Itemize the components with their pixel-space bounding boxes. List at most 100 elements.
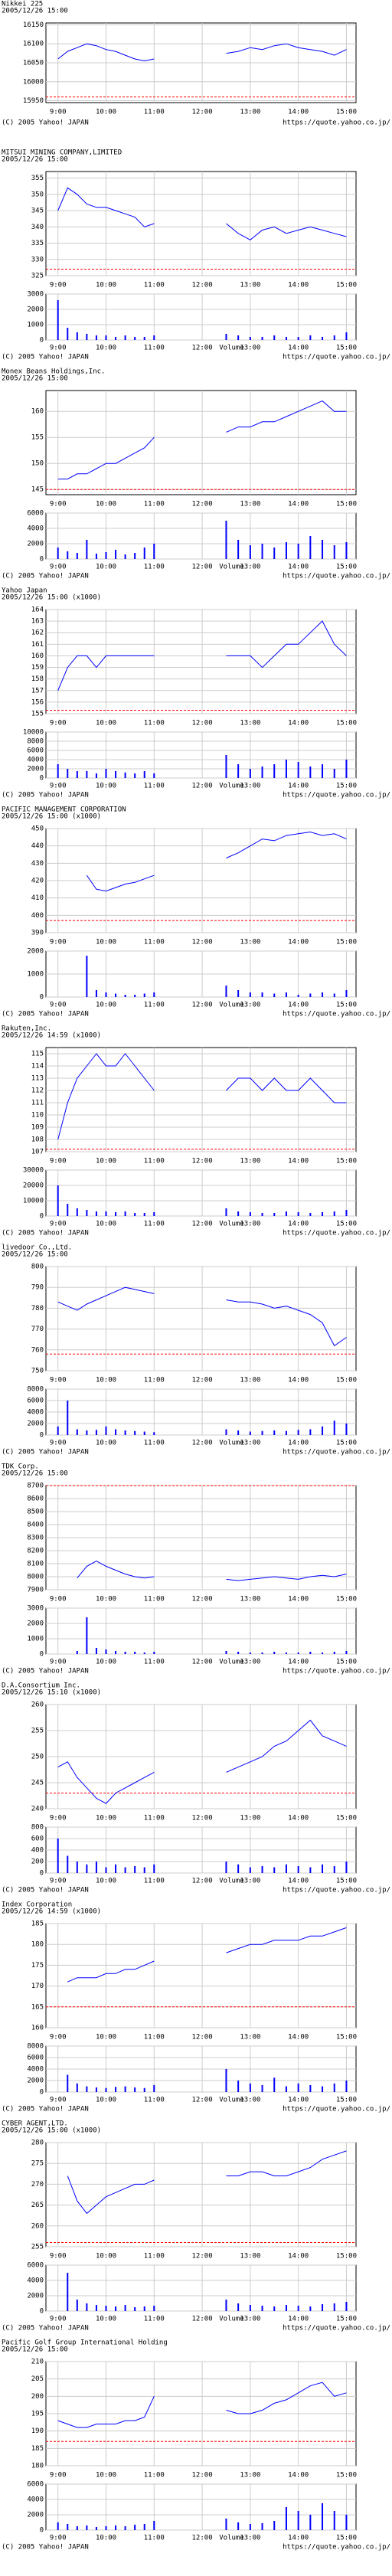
y-tick-label: 205 bbox=[31, 2375, 44, 2383]
y-tick-label: 240 bbox=[31, 1806, 44, 1813]
volume-bar bbox=[124, 995, 126, 997]
x-tick-label: 14:00 bbox=[288, 564, 309, 571]
x-tick-label: 14:00 bbox=[288, 2316, 309, 2323]
volume-bar bbox=[95, 1862, 97, 1873]
chart-subtitle: 2005/12/26 14:59 (x1000) bbox=[2, 1908, 101, 1916]
volume-bar bbox=[153, 2306, 155, 2311]
volume-bar bbox=[273, 2521, 276, 2530]
volume-bar bbox=[115, 550, 117, 559]
x-tick-label: 11:00 bbox=[144, 2535, 165, 2542]
volume-bar bbox=[86, 1210, 88, 1216]
volume-bar bbox=[297, 337, 299, 340]
y-tick-label: 335 bbox=[31, 240, 44, 247]
y-tick-label: 8400 bbox=[27, 1522, 44, 1529]
chart-subtitle: 2005/12/26 15:00 bbox=[2, 1470, 68, 1478]
volume-bar bbox=[143, 2306, 145, 2311]
x-tick-label: 11:00 bbox=[144, 720, 165, 727]
volume-bar bbox=[322, 1652, 324, 1654]
x-tick-label: 14:00 bbox=[288, 282, 309, 289]
y-tick-label: 10000 bbox=[23, 729, 44, 737]
volume-bar bbox=[143, 2524, 145, 2530]
y-tick-label: 6000 bbox=[27, 2055, 44, 2062]
y-tick-label: 4000 bbox=[27, 2066, 44, 2074]
x-tick-label: 11:00 bbox=[144, 1221, 165, 1228]
volume-bar bbox=[105, 2306, 107, 2311]
y-tick-label: 260 bbox=[31, 1702, 44, 1709]
volume-bar bbox=[345, 332, 348, 340]
copyright: (C) 2005 Yahoo! JAPAN bbox=[2, 1449, 89, 1456]
copyright: (C) 2005 Yahoo! JAPAN bbox=[2, 573, 89, 580]
plot-frame bbox=[45, 1266, 357, 1371]
volume-bar bbox=[115, 1429, 117, 1435]
y-tick-label: 780 bbox=[31, 1305, 44, 1313]
y-tick-label: 6000 bbox=[27, 747, 44, 755]
volume-bar bbox=[95, 990, 97, 997]
x-tick-label: 13:00 bbox=[240, 109, 260, 116]
volume-bar bbox=[322, 992, 324, 997]
volume-bar bbox=[57, 1185, 59, 1216]
volume-bar bbox=[273, 1867, 276, 1873]
y-tick-label: 107 bbox=[31, 1149, 44, 1156]
y-tick-label: 10000 bbox=[23, 1198, 44, 1205]
y-tick-label: 2000 bbox=[27, 2512, 44, 2519]
volume-bar bbox=[273, 1213, 276, 1216]
x-tick-label: 9:00 bbox=[50, 783, 67, 790]
x-tick-label: 10:00 bbox=[96, 109, 116, 116]
volume-bar bbox=[237, 2522, 240, 2530]
volume-bar bbox=[261, 767, 263, 778]
x-tick-label: 13:00 bbox=[240, 1377, 260, 1384]
y-tick-label: 1000 bbox=[27, 322, 44, 329]
price-line bbox=[67, 2150, 347, 2215]
chart-title: Pacific Golf Group International Holding bbox=[2, 2339, 168, 2347]
x-tick-label: 9:00 bbox=[50, 501, 67, 508]
y-tick-label: 345 bbox=[31, 208, 44, 215]
x-tick-label: 15:00 bbox=[336, 720, 357, 727]
y-tick-label: 180 bbox=[31, 1941, 44, 1949]
volume-bar bbox=[67, 2074, 69, 2092]
volume-bar bbox=[105, 552, 107, 559]
volume-bar bbox=[67, 2524, 69, 2530]
y-tick-label: 250 bbox=[31, 1754, 44, 1761]
volume-bar bbox=[261, 1652, 263, 1654]
y-tick-label: 161 bbox=[31, 641, 44, 649]
x-tick-label: 13:00 bbox=[240, 939, 260, 946]
chart-title: Rakuten,Inc. bbox=[2, 1025, 51, 1033]
x-tick-label: 15:00 bbox=[336, 1815, 357, 1822]
volume-bar bbox=[76, 553, 78, 559]
volume-bar bbox=[297, 995, 299, 997]
volume-bar bbox=[95, 2305, 97, 2311]
y-tick-label: 4000 bbox=[27, 525, 44, 533]
volume-bar bbox=[76, 1862, 78, 1873]
x-tick-label: 10:00 bbox=[96, 282, 116, 289]
volume-bar bbox=[67, 769, 69, 778]
volume-bar bbox=[134, 995, 136, 997]
y-tick-label: 8000 bbox=[27, 738, 44, 746]
source-url: https://quote.yahoo.co.jp/ bbox=[283, 1230, 390, 1237]
volume-bar bbox=[285, 2086, 287, 2092]
plot-frame bbox=[45, 512, 357, 560]
chart-subtitle: 2005/12/26 15:00 bbox=[2, 2346, 68, 2354]
volume-bar bbox=[134, 773, 136, 778]
volume-bar bbox=[285, 337, 287, 340]
y-tick-label: 355 bbox=[31, 175, 44, 182]
x-tick-label: 9:00 bbox=[50, 1878, 67, 1885]
x-tick-label: 14:00 bbox=[288, 2535, 309, 2542]
volume-bar bbox=[153, 773, 155, 778]
x-tick-label: 14:00 bbox=[288, 1815, 309, 1822]
y-tick-label: 8000 bbox=[27, 2043, 44, 2051]
y-tick-label: 2000 bbox=[27, 2077, 44, 2085]
y-tick-label: 185 bbox=[31, 1921, 44, 1928]
volume-bar bbox=[86, 2525, 88, 2530]
volume-bar bbox=[143, 1431, 145, 1435]
volume-bar bbox=[86, 956, 88, 997]
volume-bar bbox=[124, 1211, 126, 1216]
volume-bar bbox=[297, 1212, 299, 1216]
x-tick-label: 14:00 bbox=[288, 501, 309, 508]
volume-bar bbox=[261, 2523, 263, 2530]
volume-bar bbox=[333, 1652, 335, 1654]
x-tick-label: 13:00 bbox=[240, 2535, 260, 2542]
volume-bar bbox=[105, 1867, 107, 1873]
x-tick-label: 10:00 bbox=[96, 720, 116, 727]
x-tick-label: 10:00 bbox=[96, 2472, 116, 2480]
volume-bar bbox=[237, 1652, 240, 1654]
